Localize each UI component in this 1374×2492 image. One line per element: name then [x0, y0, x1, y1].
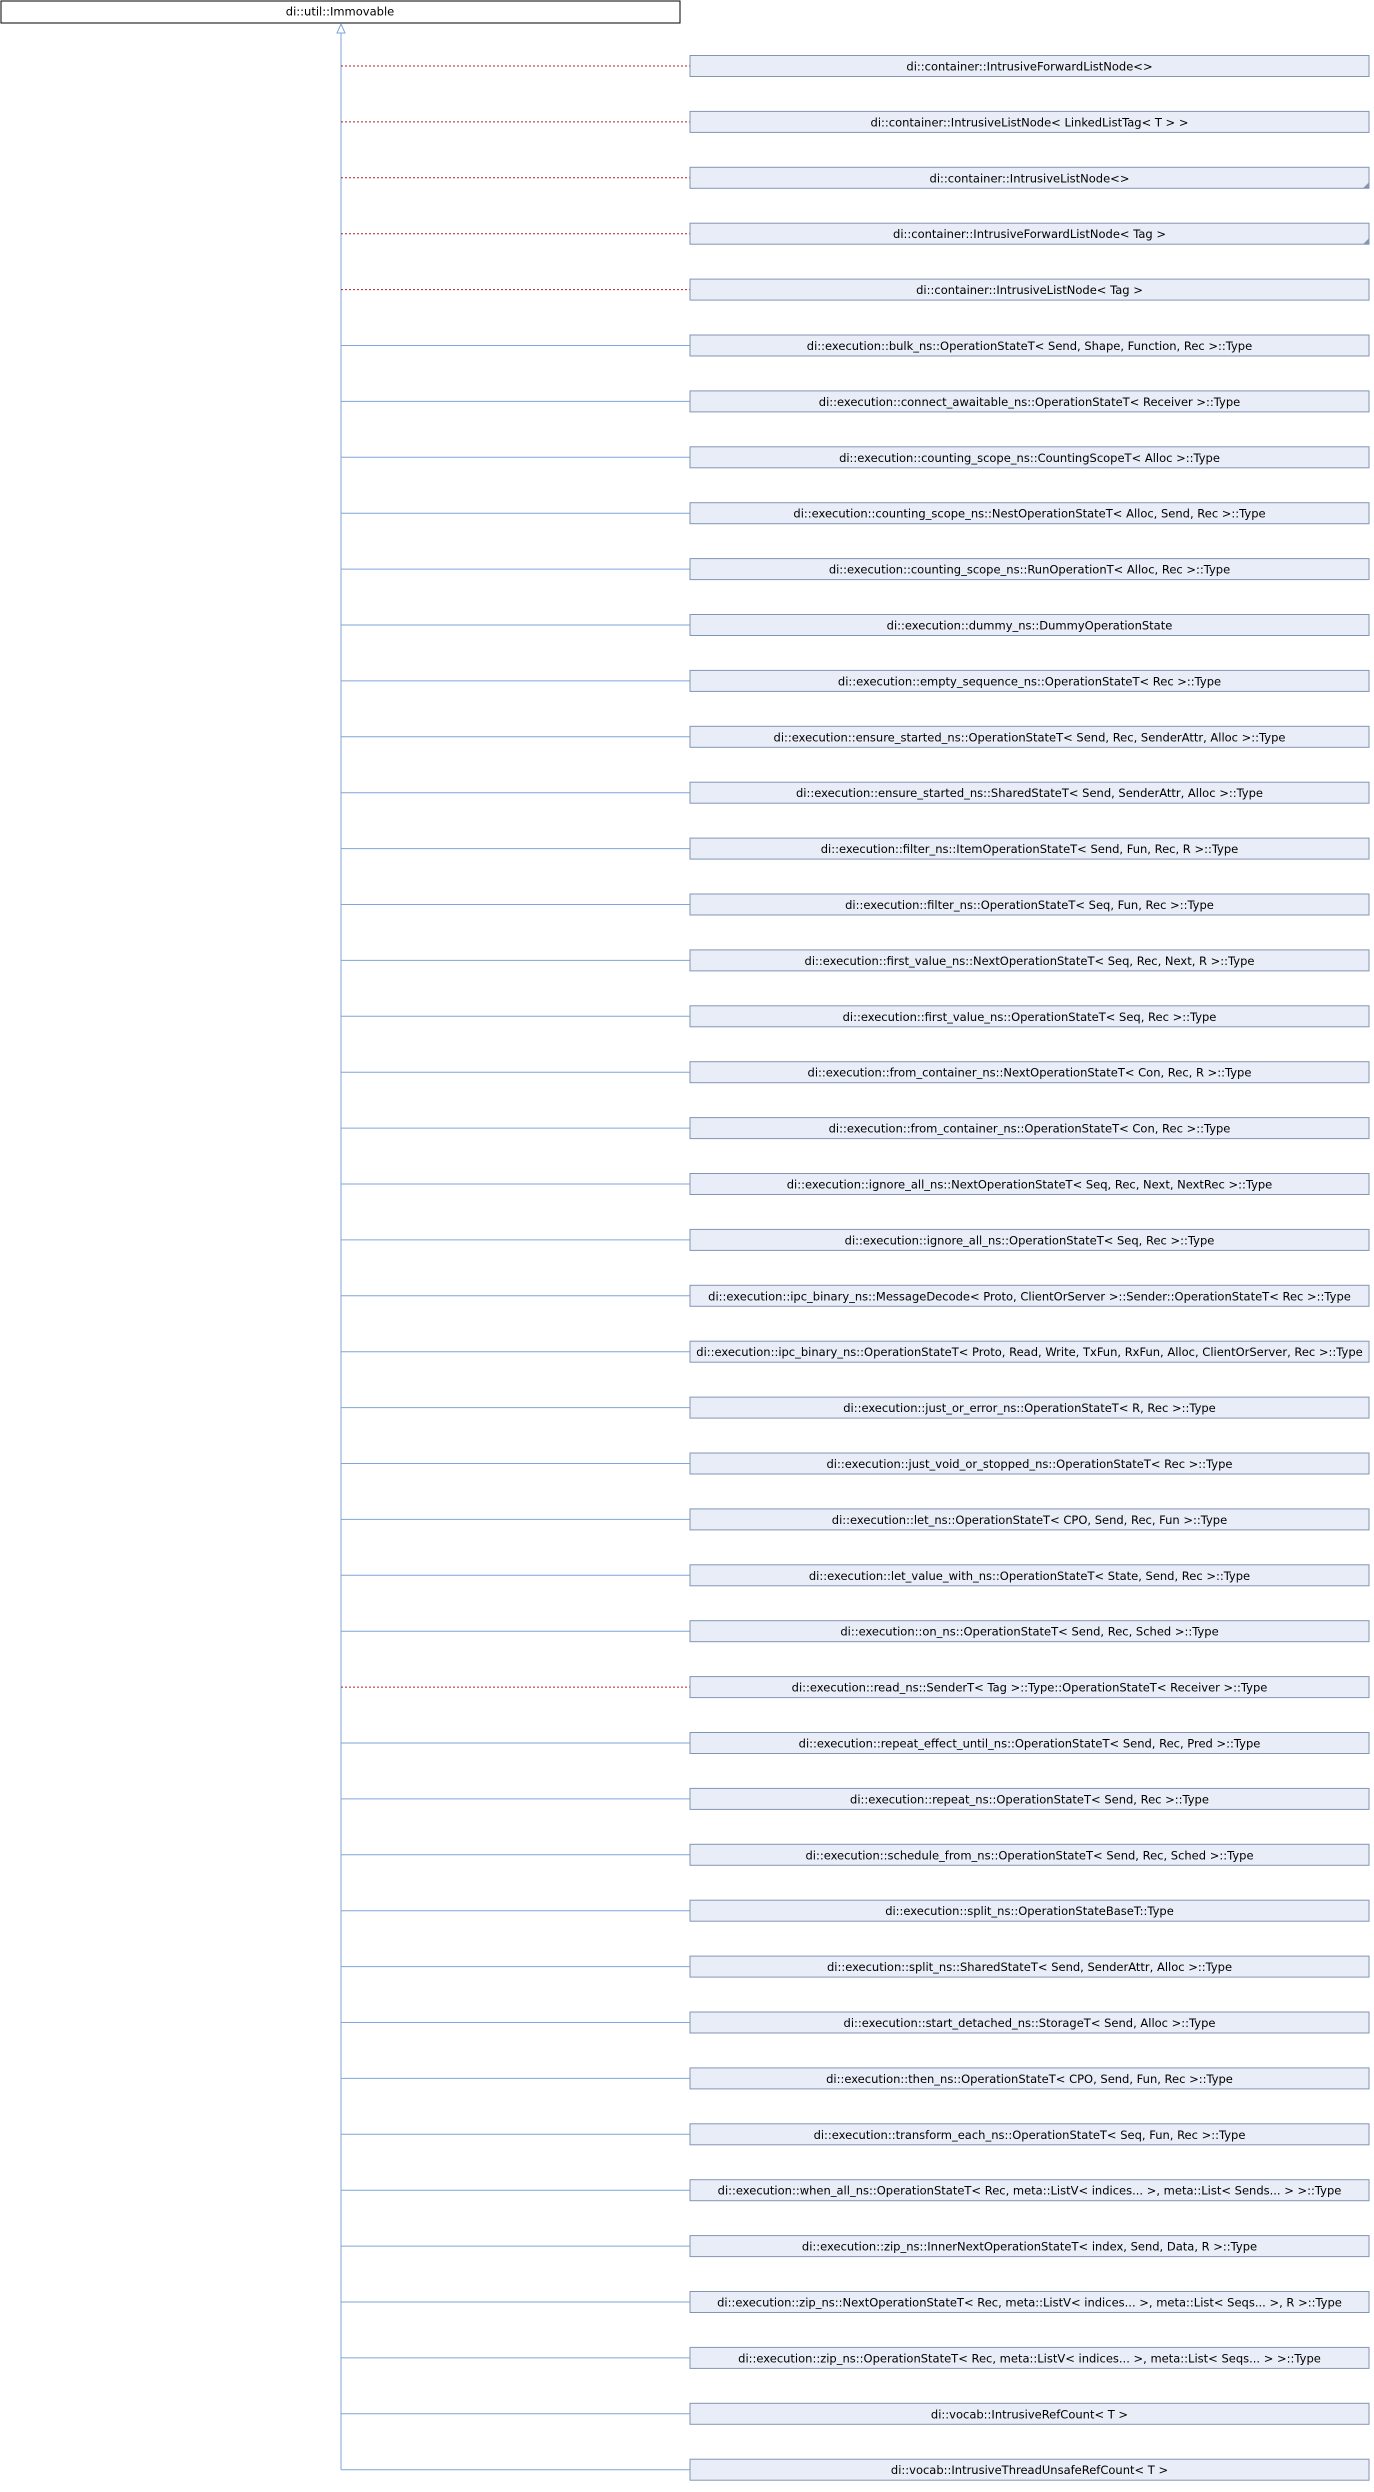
class-box — [689, 893, 1370, 916]
class-box — [689, 166, 1370, 189]
class-box — [689, 1787, 1370, 1810]
class-label: di::execution::first_value_ns::NextOpera… — [805, 954, 1255, 968]
class-box — [689, 781, 1370, 804]
class-label: di::execution::ensure_started_ns::Shared… — [796, 786, 1263, 800]
truncated-mark — [1363, 238, 1369, 245]
class-box — [689, 502, 1370, 525]
class-label: di::execution::read_ns::SenderT< Tag >::… — [792, 1681, 1268, 1695]
class-label: di::execution::filter_ns::ItemOperationS… — [821, 842, 1239, 856]
class-label: di::execution::first_value_ns::Operation… — [843, 1010, 1217, 1024]
class-label: di::execution::zip_ns::InnerNextOperatio… — [802, 2240, 1257, 2254]
class-label: di::vocab::IntrusiveRefCount< T > — [931, 2407, 1128, 2421]
class-box — [689, 1843, 1370, 1866]
class-label: di::execution::ipc_binary_ns::MessageDec… — [708, 1289, 1351, 1303]
root-label: di::util::Immovable — [286, 5, 394, 19]
class-label: di::execution::ignore_all_ns::OperationS… — [845, 1233, 1215, 1247]
class-box — [689, 558, 1370, 581]
class-label: di::vocab::IntrusiveThreadUnsafeRefCount… — [891, 2463, 1168, 2477]
class-label: di::container::IntrusiveListNode< Tag > — [916, 283, 1143, 297]
class-label: di::container::IntrusiveForwardListNode<… — [893, 227, 1166, 241]
class-box — [689, 2346, 1370, 2369]
class-label: di::execution::split_ns::OperationStateB… — [885, 1904, 1174, 1918]
class-label: di::execution::dummy_ns::DummyOperationS… — [887, 619, 1173, 633]
class-label: di::execution::counting_scope_ns::Counti… — [839, 451, 1220, 465]
class-label: di::container::IntrusiveListNode<> — [930, 171, 1130, 185]
class-label: di::execution::from_container_ns::NextOp… — [808, 1066, 1252, 1080]
class-label: di::execution::let_value_with_ns::Operat… — [809, 1569, 1250, 1583]
class-box — [689, 725, 1370, 748]
class-label: di::execution::ensure_started_ns::Operat… — [774, 730, 1286, 744]
class-box — [689, 1061, 1370, 1084]
class-box — [689, 222, 1370, 245]
class-box — [689, 2179, 1370, 2202]
class-box — [689, 2402, 1370, 2425]
class-label: di::execution::repeat_ns::OperationState… — [850, 1792, 1209, 1806]
class-box — [689, 1564, 1370, 1587]
class-box — [689, 1955, 1370, 1978]
class-label: di::container::IntrusiveListNode< Linked… — [871, 115, 1189, 129]
class-box — [689, 669, 1370, 692]
arrow-head — [336, 22, 346, 34]
class-box — [689, 1396, 1370, 1419]
class-box — [689, 614, 1370, 636]
class-box — [689, 55, 1370, 77]
class-box — [689, 1228, 1370, 1251]
class-label: di::execution::from_container_ns::Operat… — [829, 1122, 1231, 1136]
class-box — [689, 2235, 1370, 2258]
class-label: di::execution::then_ns::OperationStateT<… — [826, 2072, 1233, 2086]
root-box — [0, 0, 681, 24]
class-label: di::execution::connect_awaitable_ns::Ope… — [819, 395, 1240, 409]
class-label: di::execution::let_ns::OperationStateT< … — [832, 1513, 1227, 1527]
class-box — [689, 1005, 1370, 1028]
class-label: di::execution::on_ns::OperationStateT< S… — [840, 1625, 1218, 1639]
class-label: di::execution::start_detached_ns::Storag… — [844, 2016, 1216, 2030]
class-label: di::execution::just_or_error_ns::Operati… — [843, 1401, 1216, 1415]
class-label: di::execution::ipc_binary_ns::OperationS… — [696, 1345, 1362, 1359]
class-label: di::container::IntrusiveForwardListNode<… — [906, 60, 1152, 74]
class-box — [689, 2067, 1370, 2090]
class-label: di::execution::transform_each_ns::Operat… — [814, 2128, 1246, 2142]
class-label: di::execution::zip_ns::OperationStateT< … — [738, 2351, 1321, 2365]
class-box — [689, 837, 1370, 860]
class-box — [689, 1284, 1370, 1307]
class-box — [689, 1508, 1370, 1531]
class-label: di::execution::repeat_effect_until_ns::O… — [799, 1737, 1261, 1751]
class-label: di::execution::just_void_or_stopped_ns::… — [827, 1457, 1233, 1471]
class-box — [689, 1899, 1370, 1922]
class-label: di::execution::split_ns::SharedStateT< S… — [827, 1960, 1232, 1974]
class-box — [689, 1340, 1370, 1363]
class-box — [689, 949, 1370, 972]
class-box — [689, 390, 1370, 413]
class-box — [689, 110, 1370, 133]
class-box — [689, 2291, 1370, 2313]
class-box — [689, 1676, 1370, 1699]
class-box — [689, 1732, 1370, 1754]
class-label: di::execution::empty_sequence_ns::Operat… — [838, 674, 1221, 688]
class-box — [689, 1452, 1370, 1475]
class-box — [689, 1117, 1370, 1140]
class-label: di::execution::when_all_ns::OperationSta… — [718, 2184, 1342, 2198]
class-label: di::execution::filter_ns::OperationState… — [845, 898, 1214, 912]
class-box — [689, 2123, 1370, 2146]
class-label: di::execution::ignore_all_ns::NextOperat… — [787, 1178, 1273, 1192]
class-box — [689, 334, 1370, 357]
class-box — [689, 1173, 1370, 1195]
class-box — [689, 1620, 1370, 1643]
class-label: di::execution::bulk_ns::OperationStateT<… — [807, 339, 1252, 353]
class-box — [689, 278, 1370, 301]
class-label: di::execution::schedule_from_ns::Operati… — [805, 1848, 1253, 1862]
class-label: di::execution::counting_scope_ns::NestOp… — [793, 507, 1265, 521]
class-box — [689, 2458, 1370, 2481]
class-box — [689, 2011, 1370, 2034]
truncated-mark — [1363, 182, 1369, 189]
class-label: di::execution::zip_ns::NextOperationStat… — [717, 2296, 1342, 2310]
class-label: di::execution::counting_scope_ns::RunOpe… — [829, 563, 1230, 577]
class-box — [689, 446, 1370, 469]
